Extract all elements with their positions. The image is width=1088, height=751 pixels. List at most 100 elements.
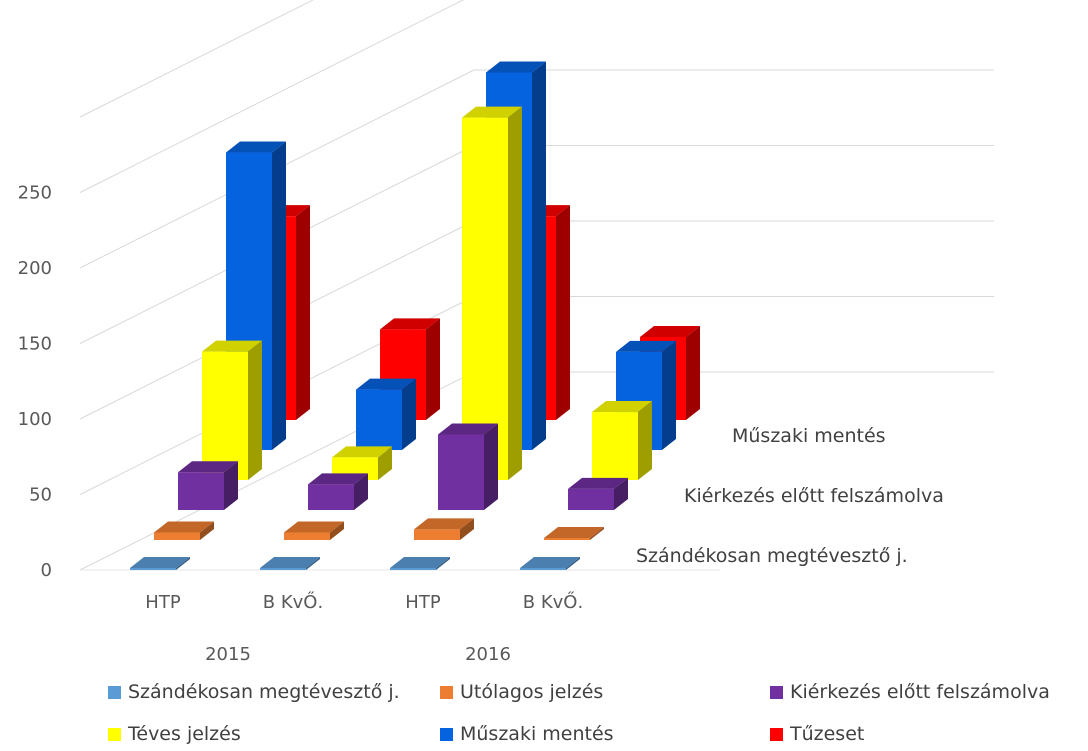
bar-front (178, 472, 224, 510)
bar-side (306, 557, 320, 570)
bar-front (130, 568, 176, 570)
bar-top (130, 557, 190, 568)
bar-top (356, 378, 416, 390)
legend-item: Téves jelzés (108, 723, 241, 745)
bar-side (614, 477, 628, 510)
bar-top (544, 527, 604, 538)
bar-side (566, 557, 580, 570)
legend-label: Kiérkezés előtt felszámolva (790, 681, 1050, 703)
bar-side (556, 205, 570, 420)
bar-front (308, 484, 354, 510)
y-tick-label: 200 (18, 258, 52, 279)
bar-utolagos-jelzes-2 (284, 521, 344, 540)
legend-item: Utólagos jelzés (440, 681, 603, 703)
y-tick-label: 0 (41, 560, 52, 581)
bar-muszaki-mentes-2 (356, 378, 416, 450)
bar-kierkezes-elott-felszamolva-3 (438, 423, 498, 510)
bar-top (332, 446, 392, 458)
bar-side (532, 61, 546, 450)
bar-top (438, 423, 498, 435)
bar-szandekosan-megteveszto-j-1 (130, 557, 190, 570)
bar-side (662, 340, 676, 450)
bar-side (508, 106, 522, 480)
bar-top (226, 141, 286, 153)
legend-item: Kiérkezés előtt felszámolva (770, 681, 1050, 703)
legend-swatch (108, 685, 121, 699)
bar-top (202, 340, 262, 352)
bar-front (202, 351, 248, 480)
bars (130, 61, 700, 570)
legend-swatch (770, 727, 783, 741)
bar-front (462, 117, 508, 480)
bar-top (640, 325, 700, 337)
bar-top (462, 106, 522, 118)
bar-kierkezes-elott-felszamolva-1 (178, 461, 238, 510)
bar-top (486, 61, 546, 73)
bar-front (544, 538, 590, 540)
x-tick-label: B KvŐ. (523, 591, 583, 613)
bar-front (568, 488, 614, 510)
bar-top (520, 557, 580, 568)
bar-teves-jelzes-4 (592, 401, 652, 480)
bar-front (390, 568, 436, 570)
bar-side (484, 423, 498, 510)
x-tick-label: HTP (145, 592, 181, 613)
bar-front (414, 529, 460, 540)
legend-item: Tűzeset (770, 723, 864, 745)
bar-top (568, 477, 628, 489)
bar-front (154, 532, 200, 540)
legend-label: Utólagos jelzés (460, 681, 604, 703)
legend-label: Szándékosan megtévesztő j. (128, 681, 400, 703)
legend-swatch (440, 685, 453, 699)
legend-swatch (108, 727, 121, 741)
gridline-side (79, 0, 314, 118)
x-tick-label: B KvŐ. (263, 591, 323, 613)
bar-utolagos-jelzes-1 (154, 521, 214, 540)
bar-side (426, 318, 440, 420)
bar-side (378, 446, 392, 480)
legend-swatch (440, 727, 453, 741)
legend-label: Tűzeset (790, 723, 865, 745)
y-tick-label: 100 (18, 409, 52, 430)
bar-side (436, 557, 450, 570)
bar-side (686, 325, 700, 420)
bar-side (272, 141, 286, 450)
legend-item: Műszaki mentés (440, 723, 614, 745)
depth-axis-label: Kiérkezés előtt felszámolva (684, 485, 944, 507)
bar-teves-jelzes-3 (462, 106, 522, 480)
bar-top (178, 461, 238, 473)
bar-side (248, 340, 262, 480)
bar-teves-jelzes-1 (202, 340, 262, 480)
depth-axis-label: Műszaki mentés (732, 425, 886, 447)
bar-top (390, 557, 450, 568)
x-tick-label: HTP (405, 592, 441, 613)
bar-szandekosan-megteveszto-j-3 (390, 557, 450, 570)
bar-side (354, 473, 368, 510)
legend-swatch (770, 685, 783, 699)
bar-front (438, 434, 484, 510)
bar-kierkezes-elott-felszamolva-2 (308, 473, 368, 510)
bar-side (638, 401, 652, 480)
y-axis-ticks: 0 50 100 150 200 250 (18, 183, 52, 582)
y-tick-label: 250 (18, 183, 52, 204)
bar-side (224, 461, 238, 510)
bar-side (296, 205, 310, 420)
bar-side (460, 518, 474, 540)
depth-axis-label: Szándékosan megtévesztő j. (636, 545, 908, 567)
bar-top (260, 557, 320, 568)
series-utolagos-jelzes (154, 518, 604, 540)
bar-top (592, 401, 652, 413)
x-axis-ticks: HTP B KvŐ. HTP B KvŐ. 2015 2016 (145, 591, 583, 665)
bar-side (402, 378, 416, 450)
bar-top (308, 473, 368, 485)
bar-top (616, 340, 676, 352)
legend-label: Műszaki mentés (460, 723, 614, 745)
bar-front (520, 568, 566, 570)
bar-utolagos-jelzes-3 (414, 518, 474, 540)
bar-side (330, 521, 344, 540)
y-tick-label: 50 (29, 485, 52, 506)
bar-front (592, 412, 638, 480)
y-tick-label: 150 (18, 334, 52, 355)
bar-top (380, 318, 440, 330)
